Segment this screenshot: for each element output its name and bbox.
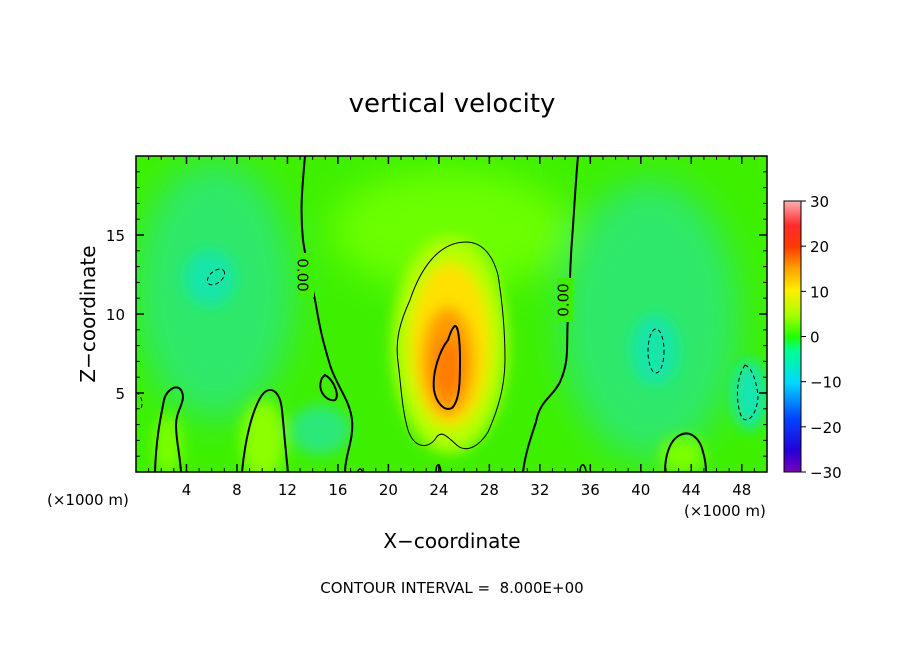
colorbar-tick-label: 20 bbox=[810, 238, 829, 256]
colorbar-tick-label: −30 bbox=[810, 464, 842, 482]
x-tick-label: 16 bbox=[328, 481, 347, 499]
updraft-core bbox=[434, 338, 462, 398]
colorbar-tick-label: 0 bbox=[810, 329, 820, 347]
negative-contour-west bbox=[206, 268, 226, 286]
zero-contour-updraft-far-west bbox=[154, 386, 184, 472]
zero-contour-loop-mid bbox=[319, 373, 338, 402]
zero-contours bbox=[154, 156, 707, 472]
colorbar-tick-label: 10 bbox=[810, 283, 829, 301]
x-tick-label: 24 bbox=[429, 481, 448, 499]
downdraft-core-edge bbox=[732, 360, 767, 430]
y-tick-label: 15 bbox=[106, 227, 125, 245]
x-tick-label: 20 bbox=[379, 481, 398, 499]
y-axis: 5 10 15 bbox=[106, 171, 767, 457]
x-axis-label: X−coordinate bbox=[383, 529, 520, 553]
negative-contour-edge bbox=[737, 364, 759, 421]
x-tick-label: 32 bbox=[530, 481, 549, 499]
negative-contour-east bbox=[647, 328, 665, 374]
x-unit-right: (×1000 m) bbox=[684, 502, 766, 520]
contour-labels: 0.00 0.00 bbox=[294, 253, 573, 322]
contour-interval-footer: CONTOUR INTERVAL = 8.000E+00 bbox=[320, 579, 583, 597]
x-tick-label: 40 bbox=[631, 481, 650, 499]
downdraft-low-level bbox=[290, 405, 350, 455]
contour-label-left: 0.00 bbox=[294, 258, 312, 291]
background-strip-center bbox=[330, 170, 570, 290]
tiny-bottom-contours bbox=[357, 464, 587, 472]
chart-title: vertical velocity bbox=[349, 89, 556, 119]
colorbar: 30 20 10 0 −10 −20 −30 bbox=[783, 193, 842, 482]
x-tick-label: 4 bbox=[182, 481, 192, 499]
colorbar-tick-label: −20 bbox=[810, 419, 842, 437]
positive-contour-8 bbox=[396, 241, 506, 450]
colorbar-tick-label: 30 bbox=[810, 193, 829, 211]
contour-label-bg-right bbox=[557, 278, 573, 322]
x-tick-label: 8 bbox=[232, 481, 242, 499]
zero-contour-updraft-core bbox=[432, 325, 462, 410]
colorbar-gradient bbox=[783, 200, 802, 473]
x-tick-label: 12 bbox=[278, 481, 297, 499]
contour-label-bg-left bbox=[298, 253, 314, 297]
x-axis: 4 8 12 16 20 24 28 32 36 40 44 48 bbox=[148, 156, 755, 499]
zero-contour-updraft-low-west bbox=[241, 389, 289, 472]
y-tick-label: 10 bbox=[106, 306, 125, 324]
updraft-low-west bbox=[241, 400, 285, 472]
zero-contour-left bbox=[300, 156, 354, 472]
zero-contour-updraft-east bbox=[664, 432, 707, 472]
x-tick-label: 44 bbox=[682, 481, 701, 499]
x-tick-label: 28 bbox=[480, 481, 499, 499]
downdraft-core-west bbox=[184, 250, 236, 306]
downdraft-core-east bbox=[631, 315, 679, 385]
colorbar-ticks: 30 20 10 0 −10 −20 −30 bbox=[801, 193, 842, 482]
x-tick-label: 48 bbox=[732, 481, 751, 499]
y-axis-label: Z−coordinate bbox=[76, 245, 100, 382]
colorbar-tick-label: −10 bbox=[810, 374, 842, 392]
x-unit-left: (×1000 m) bbox=[47, 491, 129, 509]
y-tick-label: 5 bbox=[115, 385, 125, 403]
updraft-low-far-west bbox=[154, 415, 182, 472]
contour-label-right: 0.00 bbox=[555, 283, 573, 316]
x-tick-label: 36 bbox=[581, 481, 600, 499]
zero-contour-right bbox=[522, 156, 579, 472]
heatmap-field bbox=[136, 156, 767, 472]
